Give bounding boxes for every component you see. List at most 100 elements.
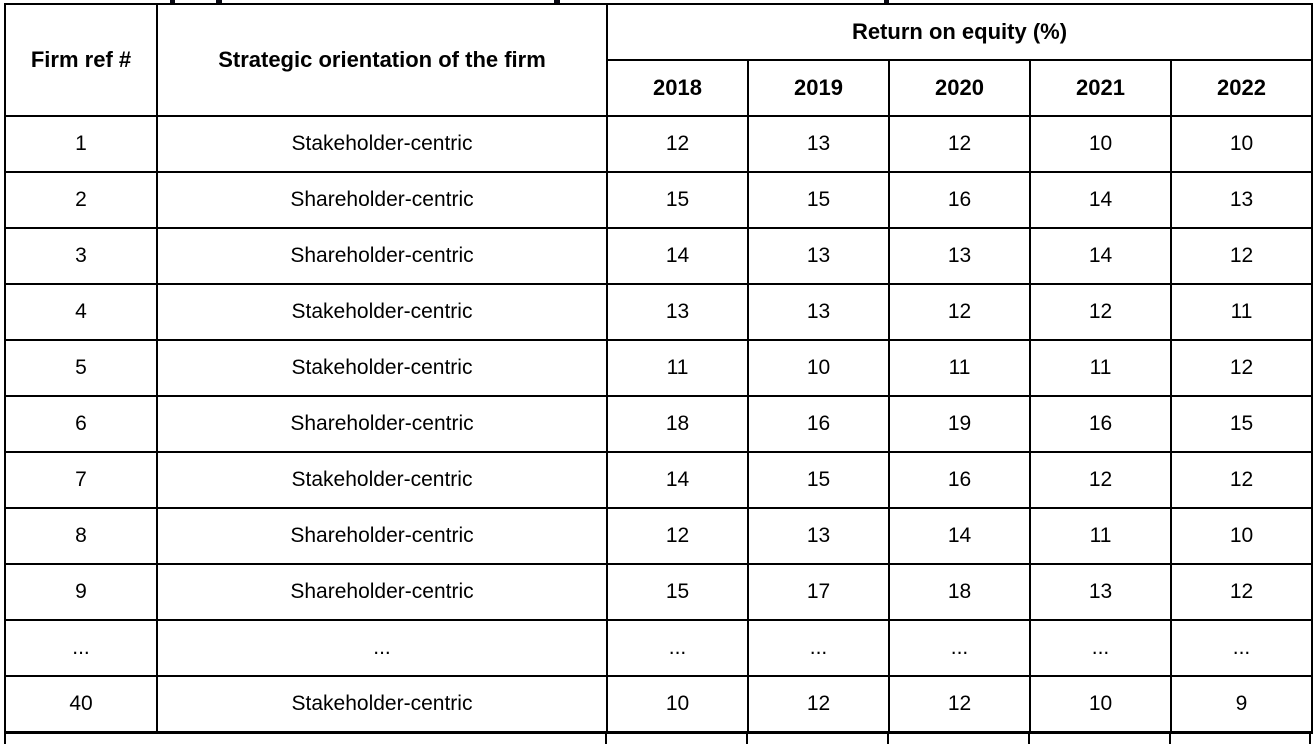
col-header-year-2019: 2019	[747, 59, 890, 117]
header-row-top: Firm ref # Strategic orientation of the …	[4, 3, 1313, 117]
caption-descender-mark	[554, 0, 560, 3]
cell-firm-ref: ...	[4, 619, 158, 677]
cell-roe-2019: 15	[747, 171, 890, 229]
cell-roe-2018: 18	[606, 395, 749, 453]
table-row: 3 Shareholder-centric 14 13 13 14 12	[4, 227, 1313, 285]
cell-firm-ref: 8	[4, 507, 158, 565]
cell-roe-2018: 14	[606, 227, 749, 285]
cell-firm-ref: 1	[4, 115, 158, 173]
col-header-year-2022: 2022	[1170, 59, 1313, 117]
cell-roe-2018: 14	[606, 451, 749, 509]
cell-roe-2018: 11	[606, 339, 749, 397]
cell-roe-2021: 11	[1029, 507, 1172, 565]
cell-firm-ref: 9	[4, 563, 158, 621]
cell-roe-2019: 15	[747, 451, 890, 509]
cell-firm-ref: 6	[4, 395, 158, 453]
cell-firm-ref: 4	[4, 283, 158, 341]
caption-descender-mark	[216, 0, 222, 3]
table-row: 7 Stakeholder-centric 14 15 16 12 12	[4, 451, 1313, 509]
cell-roe-2020: ...	[888, 619, 1031, 677]
gridline-stub	[1028, 732, 1030, 744]
cell-roe-2021: 14	[1029, 227, 1172, 285]
cell-roe-2021: 10	[1029, 115, 1172, 173]
table-row: 4 Stakeholder-centric 13 13 12 12 11	[4, 283, 1313, 341]
cell-roe-2020: 19	[888, 395, 1031, 453]
cell-roe-2019: 17	[747, 563, 890, 621]
cell-roe-2022: 10	[1170, 115, 1313, 173]
cell-orientation: ...	[156, 619, 608, 677]
cell-roe-2021: 10	[1029, 675, 1172, 734]
cell-roe-2019: 13	[747, 507, 890, 565]
cell-roe-2021: 13	[1029, 563, 1172, 621]
cell-orientation: Stakeholder-centric	[156, 115, 608, 173]
cell-roe-2021: 16	[1029, 395, 1172, 453]
cell-roe-2020: 16	[888, 171, 1031, 229]
table-row: 8 Shareholder-centric 12 13 14 11 10	[4, 507, 1313, 565]
cell-orientation: Stakeholder-centric	[156, 451, 608, 509]
cell-roe-2018: 13	[606, 283, 749, 341]
cell-roe-2021: 11	[1029, 339, 1172, 397]
header-row-years: 2018 2019 2020 2021 2022	[5, 59, 1313, 117]
cell-roe-2022: 12	[1170, 563, 1313, 621]
table-body: 1 Stakeholder-centric 12 13 12 10 10 2 Sharehold…	[4, 115, 1313, 734]
caption-descender-mark	[884, 0, 889, 3]
col-header-firm-ref: Firm ref #	[4, 3, 158, 117]
cell-orientation: Stakeholder-centric	[156, 283, 608, 341]
cell-roe-2022: 12	[1170, 339, 1313, 397]
table-row: 40 Stakeholder-centric 10 12 12 10 9	[4, 675, 1313, 734]
cell-roe-2022: ...	[1170, 619, 1313, 677]
cell-roe-2022: 11	[1170, 283, 1313, 341]
cell-roe-2018: 15	[606, 563, 749, 621]
cell-roe-2018: ...	[606, 619, 749, 677]
cell-roe-2019: 10	[747, 339, 890, 397]
col-header-year-2020: 2020	[888, 59, 1031, 117]
gridline-stub	[1309, 732, 1311, 744]
cell-firm-ref: 2	[4, 171, 158, 229]
cell-roe-2020: 12	[888, 283, 1031, 341]
cell-firm-ref: 5	[4, 339, 158, 397]
cell-roe-2019: 13	[747, 115, 890, 173]
cell-roe-2020: 16	[888, 451, 1031, 509]
cell-roe-2021: 12	[1029, 451, 1172, 509]
table-row: 5 Stakeholder-centric 11 10 11 11 12	[4, 339, 1313, 397]
cell-orientation: Stakeholder-centric	[156, 339, 608, 397]
cell-roe-2018: 12	[606, 507, 749, 565]
gridline-stub	[887, 732, 889, 744]
cell-roe-2022: 12	[1170, 451, 1313, 509]
gridline-stub	[1169, 732, 1171, 744]
col-header-year-2018: 2018	[606, 59, 749, 117]
cell-roe-2018: 12	[606, 115, 749, 173]
col-header-roe-group: Return on equity (%)	[606, 3, 1313, 61]
caption-descender-mark	[170, 0, 175, 3]
cutoff-next-row	[4, 732, 1311, 744]
cell-firm-ref: 3	[4, 227, 158, 285]
gridline-stub	[746, 732, 748, 744]
cell-roe-2022: 9	[1170, 675, 1313, 734]
cell-roe-2020: 13	[888, 227, 1031, 285]
cell-roe-2019: 12	[747, 675, 890, 734]
gridline-stub	[605, 732, 607, 744]
table-row: .....................	[4, 619, 1313, 677]
table-row: 1 Stakeholder-centric 12 13 12 10 10	[4, 115, 1313, 173]
cell-roe-2021: 12	[1029, 283, 1172, 341]
cell-roe-2022: 15	[1170, 395, 1313, 453]
col-header-year-2021: 2021	[1029, 59, 1172, 117]
cell-roe-2019: 13	[747, 227, 890, 285]
table-row: 9 Shareholder-centric 15 17 18 13 12	[4, 563, 1313, 621]
table-row: 6 Shareholder-centric 18 16 19 16 15	[4, 395, 1313, 453]
cell-roe-2020: 14	[888, 507, 1031, 565]
cell-roe-2018: 15	[606, 171, 749, 229]
cell-orientation: Shareholder-centric	[156, 227, 608, 285]
gridline-stub	[4, 732, 6, 744]
cell-orientation: Shareholder-centric	[156, 171, 608, 229]
cell-orientation: Shareholder-centric	[156, 563, 608, 621]
cell-roe-2020: 11	[888, 339, 1031, 397]
cell-roe-2020: 18	[888, 563, 1031, 621]
cell-roe-2019: 13	[747, 283, 890, 341]
table-row: 2 Shareholder-centric 15 15 16 14 13	[4, 171, 1313, 229]
cell-roe-2021: ...	[1029, 619, 1172, 677]
cell-roe-2018: 10	[606, 675, 749, 734]
cell-roe-2019: ...	[747, 619, 890, 677]
table-header: Firm ref # Strategic orientation of the …	[4, 3, 1313, 117]
